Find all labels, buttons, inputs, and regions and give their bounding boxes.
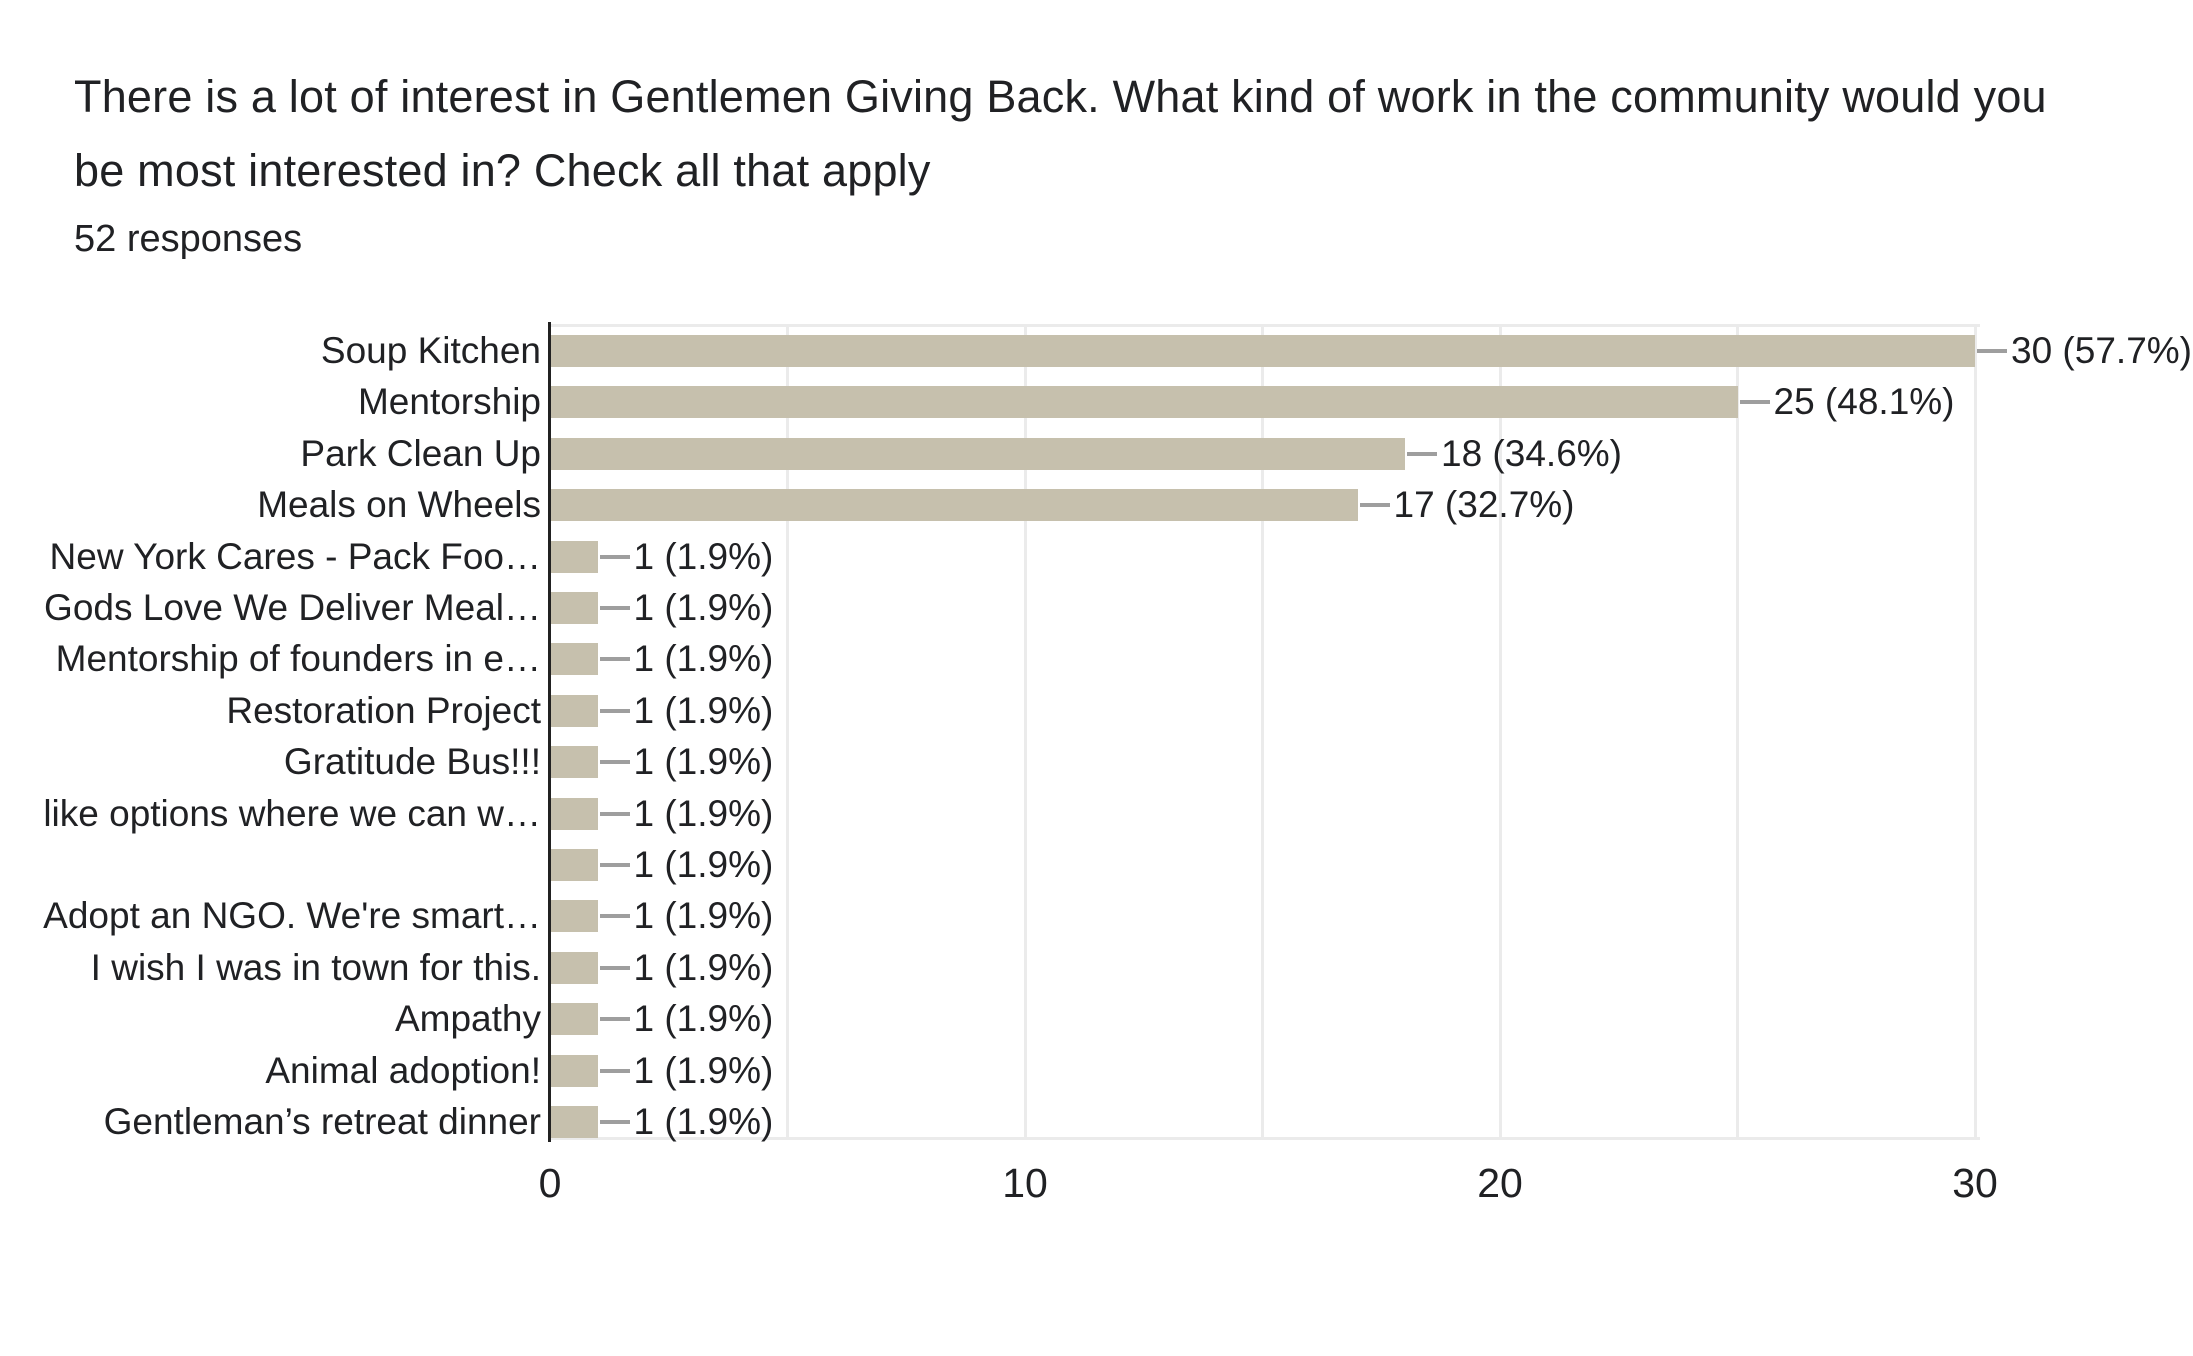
y-axis-line	[548, 322, 551, 1142]
value-label: 25 (48.1%)	[1773, 381, 1955, 423]
bar[interactable]	[551, 797, 598, 830]
value-leader-line	[599, 1068, 630, 1073]
question-title: There is a lot of interest in Gentlemen …	[74, 71, 2047, 196]
bar[interactable]	[551, 592, 598, 624]
value-leader-line	[599, 1120, 630, 1124]
category-label: New York Cares - Pack Foo…	[49, 535, 541, 577]
value-leader-line	[599, 914, 630, 919]
value-leader-line	[599, 1017, 630, 1022]
value-leader-line	[599, 863, 630, 867]
category-label: Ampathy	[394, 998, 541, 1040]
bar[interactable]	[551, 437, 1405, 470]
value-label: 18 (34.6%)	[1441, 432, 1622, 474]
category-label: Adopt an NGO. We're smart…	[43, 895, 541, 937]
value-label: 17 (32.7%)	[1393, 484, 1575, 526]
gridline	[1261, 324, 1264, 1140]
value-label: 1 (1.9%)	[633, 998, 774, 1040]
category-label: Animal adoption!	[265, 1049, 541, 1091]
value-label: 1 (1.9%)	[633, 535, 774, 577]
category-label: like options where we can w…	[43, 792, 541, 834]
plot-bottom-border	[550, 1137, 1980, 1140]
bar[interactable]	[551, 951, 598, 984]
value-label: 30 (57.7%)	[2011, 330, 2192, 371]
response-count: 52 responses	[74, 218, 303, 260]
category-label: Soup Kitchen	[320, 330, 541, 371]
bar[interactable]	[551, 335, 1975, 367]
bar[interactable]	[551, 746, 598, 779]
category-label: Gods Love We Deliver Meal…	[44, 587, 541, 628]
bar[interactable]	[551, 1054, 598, 1087]
value-label: 1 (1.9%)	[633, 587, 774, 628]
category-label: Restoration Project	[226, 689, 541, 731]
bar[interactable]	[551, 386, 1738, 419]
gridline	[786, 324, 789, 1140]
x-axis-tick-label: 0	[538, 1160, 562, 1206]
value-leader-line	[1739, 400, 1770, 405]
category-label: Gratitude Bus!!!	[283, 741, 541, 783]
value-label: 1 (1.9%)	[633, 792, 774, 834]
value-leader-line	[599, 708, 630, 713]
bar[interactable]	[551, 1106, 598, 1138]
value-leader-line	[1359, 503, 1390, 508]
gridline	[1973, 324, 1977, 1140]
bar[interactable]	[551, 694, 598, 727]
plot-top-border	[550, 324, 1980, 327]
value-leader-line	[1977, 349, 2007, 353]
category-label: Meals on Wheels	[257, 484, 541, 526]
value-label: 1 (1.9%)	[633, 1101, 774, 1142]
value-label: 1 (1.9%)	[633, 1049, 774, 1091]
value-leader-line	[599, 606, 630, 610]
value-leader-line	[599, 760, 630, 765]
value-leader-line	[599, 965, 630, 970]
bar[interactable]	[551, 1003, 598, 1036]
bar[interactable]	[551, 489, 1358, 522]
category-label: Mentorship	[357, 381, 541, 423]
x-axis-tick-label: 30	[1952, 1160, 1998, 1206]
value-leader-line	[599, 811, 630, 816]
value-label: 1 (1.9%)	[633, 946, 774, 988]
gridline	[1023, 324, 1027, 1140]
value-label: 1 (1.9%)	[633, 689, 774, 731]
value-leader-line	[599, 657, 630, 662]
category-label: Gentleman’s retreat dinner	[103, 1101, 541, 1142]
value-label: 1 (1.9%)	[633, 844, 774, 885]
x-axis-tick-label: 20	[1477, 1160, 1523, 1206]
bar[interactable]	[551, 643, 598, 676]
value-leader-line	[599, 554, 630, 559]
gridline	[1498, 324, 1502, 1140]
gridline	[1736, 324, 1739, 1140]
bar[interactable]	[551, 900, 598, 933]
x-axis-tick-label: 10	[1002, 1160, 1048, 1206]
value-label: 1 (1.9%)	[633, 895, 774, 937]
category-label: Mentorship of founders in e…	[55, 638, 541, 680]
value-leader-line	[1407, 451, 1437, 456]
value-label: 1 (1.9%)	[633, 741, 774, 783]
bar[interactable]	[551, 849, 598, 881]
value-label: 1 (1.9%)	[633, 638, 774, 680]
bar[interactable]	[551, 540, 598, 573]
category-label: Park Clean Up	[300, 432, 541, 474]
category-label: I wish I was in town for this.	[90, 946, 541, 988]
